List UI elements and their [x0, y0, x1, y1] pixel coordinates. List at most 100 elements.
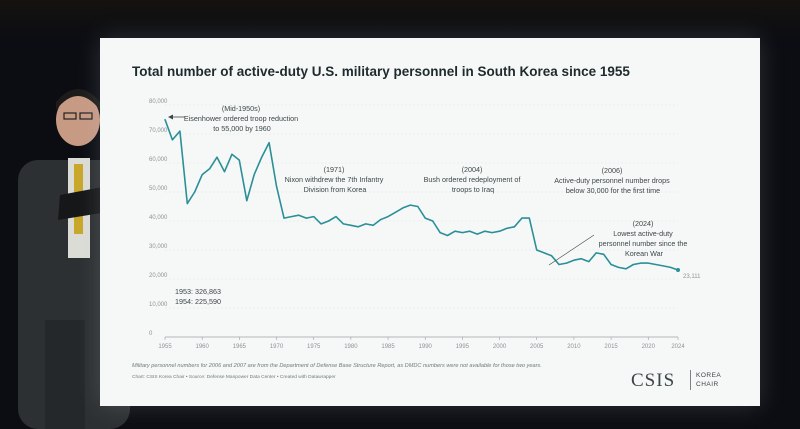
- data-point: [647, 262, 649, 264]
- data-point: [387, 216, 389, 218]
- data-point: [216, 156, 218, 158]
- logo-divider: [690, 370, 691, 390]
- data-point: [394, 211, 397, 213]
- data-point: [446, 234, 449, 237]
- y-tick-label: 20,000: [149, 273, 168, 279]
- data-point: [484, 230, 486, 232]
- data-point: [625, 268, 627, 270]
- annotation-2024-line1: (2024): [633, 219, 654, 228]
- data-point: [558, 263, 560, 266]
- data-point: [335, 216, 337, 218]
- data-point: [521, 217, 523, 219]
- data-point: [372, 224, 374, 226]
- data-point: [573, 259, 575, 261]
- data-point: [424, 217, 426, 219]
- presenter-head: [56, 94, 100, 146]
- line-chart: 0 10,000 20,000 30,000 40,000 50,000 60,000 70,…: [149, 99, 701, 350]
- x-tick-label: 1955: [158, 344, 172, 350]
- data-point: [417, 205, 419, 208]
- data-point: [432, 220, 434, 222]
- data-point: [261, 156, 263, 158]
- data-point: [662, 265, 664, 267]
- data-point: [231, 153, 233, 155]
- annotation-2024-line4: Korean War: [625, 249, 664, 258]
- data-point: [528, 217, 530, 219]
- data-point: [275, 185, 278, 187]
- data-point: [617, 266, 620, 268]
- data-point: [357, 226, 359, 228]
- data-point: [313, 216, 315, 218]
- chart-credit: Chart: CSIS Korea Chair • Source: Defens…: [132, 375, 336, 380]
- annotation-2006: (2006) Active-duty personnel number drop…: [554, 166, 671, 195]
- x-tick-label: 1995: [456, 344, 470, 350]
- data-point: [223, 171, 226, 173]
- data-point: [543, 252, 545, 254]
- annotation-2024-line3: personnel number since the: [599, 239, 688, 248]
- annotation-1953-1954: 1953: 326,863 1954: 225,590: [175, 287, 223, 306]
- y-tick-label: 0: [149, 331, 153, 337]
- data-point: [320, 223, 322, 225]
- data-point: [350, 224, 352, 226]
- x-tick-label: 2000: [493, 344, 507, 350]
- data-point: [461, 232, 463, 234]
- annotation-1953-line: 1953: 326,863: [175, 287, 221, 296]
- annotation-2024: (2024) Lowest active-duty personnel numb…: [599, 219, 690, 258]
- data-point: [469, 230, 471, 232]
- data-point: [491, 232, 493, 234]
- x-tick-label: 1985: [381, 344, 395, 350]
- y-tick-label: 30,000: [149, 244, 168, 250]
- data-point: [536, 249, 538, 251]
- korea-chair-line2: CHAIR: [696, 381, 719, 388]
- series-line: [164, 119, 679, 271]
- data-point: [610, 263, 612, 266]
- annotation-1950s-line3: to 55,000 by 1960: [213, 124, 271, 133]
- x-tick-label: 1990: [419, 344, 433, 350]
- x-tick-label: 2024: [671, 344, 685, 350]
- series-layer: [164, 118, 680, 272]
- data-point: [342, 223, 345, 225]
- annotation-2006-line1: (2006): [602, 166, 623, 175]
- data-point: [506, 227, 508, 229]
- data-point: [580, 258, 582, 260]
- x-tick-label: 1960: [195, 344, 209, 350]
- data-point: [194, 191, 196, 193]
- annotation-layer: (Mid-1950s) Eisenhower ordered troop red…: [168, 104, 701, 306]
- y-tick-label: 70,000: [149, 128, 168, 134]
- annotation-2004-line1: (2004): [462, 165, 483, 174]
- presenter-glasses-right: [79, 112, 93, 120]
- annotation-2004: (2004) Bush ordered redeployment of troo…: [424, 165, 523, 194]
- annotation-1971: (1971) Nixon withdrew the 7th Infantry D…: [285, 165, 386, 194]
- data-point: [253, 174, 255, 176]
- data-point: [209, 168, 211, 170]
- korea-chair-line1: KOREA: [696, 372, 722, 379]
- annotation-1950s-line1: (Mid-1950s): [222, 104, 260, 113]
- data-point: [565, 262, 568, 264]
- data-point: [365, 223, 367, 225]
- data-point: [669, 266, 672, 268]
- annotation-2006-line3: below 30,000 for the first time: [566, 186, 660, 195]
- projection-screen: Total number of active-duty U.S. militar…: [100, 38, 760, 406]
- y-tick-label: 50,000: [149, 186, 168, 192]
- presenter-hair: [56, 89, 100, 110]
- data-point: [513, 226, 516, 228]
- data-point: [164, 118, 166, 121]
- data-point: [640, 262, 642, 264]
- presenter-leg: [45, 320, 85, 429]
- x-tick-label: 1975: [307, 344, 321, 350]
- annotation-leader-2006: [548, 234, 595, 266]
- x-tick-label: 2020: [642, 344, 656, 350]
- data-point: [676, 267, 680, 272]
- data-point: [201, 174, 203, 176]
- data-point: [498, 230, 501, 232]
- end-value-label: 23,111: [683, 274, 701, 280]
- data-point: [588, 261, 590, 263]
- data-point: [476, 233, 478, 235]
- data-point: [238, 159, 240, 161]
- annotation-2004-line2: Bush ordered redeployment of: [424, 175, 521, 184]
- data-point: [595, 252, 597, 254]
- annotation-2024-line2: Lowest active-duty: [613, 229, 673, 238]
- chart-footnote: Military personnel numbers for 2006 and …: [132, 363, 542, 369]
- y-tick-label: 10,000: [149, 302, 168, 308]
- axis-labels: 0 10,000 20,000 30,000 40,000 50,000 60,000 70,…: [149, 99, 685, 350]
- data-point: [409, 204, 411, 206]
